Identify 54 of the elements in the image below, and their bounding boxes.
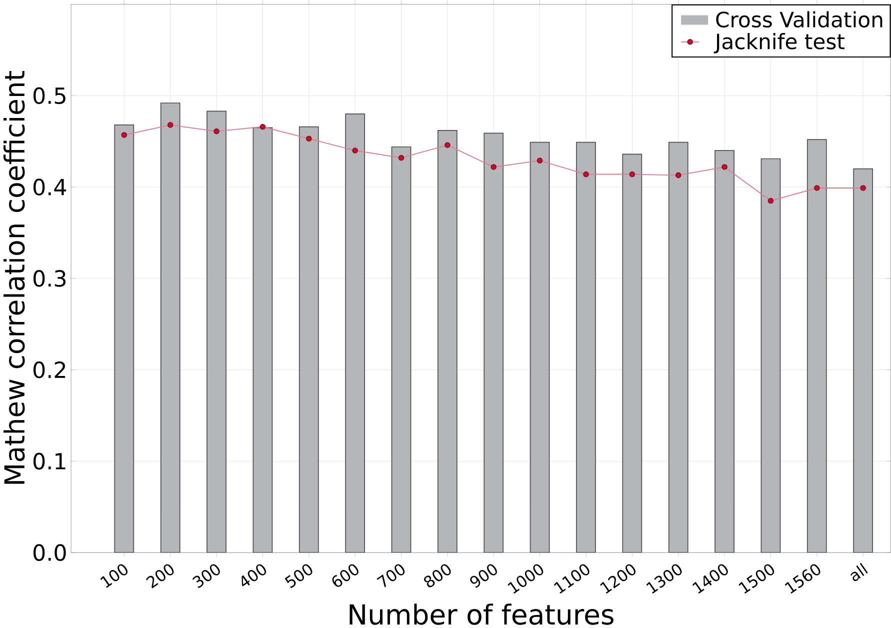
bar <box>252 127 273 552</box>
legend-label: Jacknife test <box>714 32 844 54</box>
bar <box>576 142 596 552</box>
y-tick-label: 0.5 <box>33 87 66 104</box>
bar <box>298 126 319 552</box>
y-tick-label: 0.4 <box>33 178 66 196</box>
y-tick-label: 0.2 <box>33 361 66 378</box>
bar <box>484 132 504 552</box>
x-tick-label: all <box>850 562 868 581</box>
bar <box>345 113 366 552</box>
bar <box>438 130 458 552</box>
point <box>768 198 774 204</box>
point <box>444 142 450 148</box>
bar <box>622 154 642 552</box>
bar <box>714 150 734 552</box>
point <box>398 154 404 161</box>
point <box>814 184 820 191</box>
bar <box>206 110 226 552</box>
bar <box>760 158 781 552</box>
bar <box>806 138 827 552</box>
y-tick-label: 0.1 <box>33 452 66 470</box>
point <box>352 147 358 154</box>
x-tick-label: 600 <box>332 564 358 587</box>
legend-label: Cross Validation <box>716 11 882 28</box>
point <box>490 164 497 170</box>
bar <box>853 168 874 552</box>
point <box>722 164 728 170</box>
x-tick-label: 400 <box>242 564 266 586</box>
point <box>860 184 866 191</box>
bar <box>668 142 688 552</box>
x-tick-label: 100 <box>100 564 128 588</box>
point <box>260 124 266 130</box>
x-tick-label: 500 <box>284 564 312 588</box>
point <box>536 158 543 164</box>
x-tick-label: 200 <box>146 564 174 588</box>
bar <box>530 142 550 552</box>
point <box>167 122 174 128</box>
y-tick-label: 0.0 <box>33 544 66 561</box>
point <box>121 132 128 138</box>
x-axis-title: Number of features <box>350 603 614 625</box>
y-axis-title: Mathew correlation coefficient <box>4 70 25 484</box>
x-tick-label: 900 <box>470 564 497 588</box>
point <box>306 136 312 142</box>
point <box>214 128 220 134</box>
x-tick-label: 300 <box>192 564 220 588</box>
x-tick-label: 800 <box>424 564 451 588</box>
x-tick-label: 700 <box>376 564 405 588</box>
point <box>629 171 636 178</box>
point <box>583 171 589 178</box>
bar <box>160 102 180 552</box>
bar <box>114 124 134 552</box>
point <box>675 172 682 178</box>
bar <box>391 146 412 552</box>
y-tick-label: 0.3 <box>33 270 66 287</box>
